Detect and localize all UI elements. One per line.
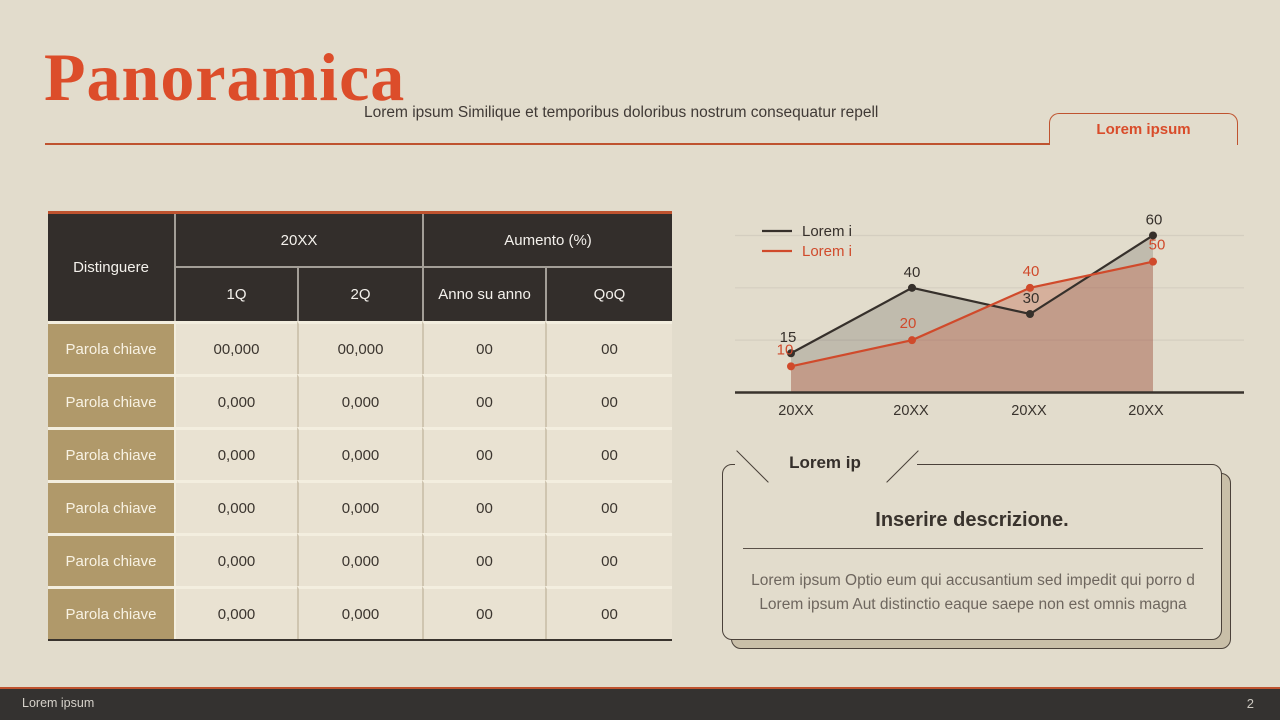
table-cell: 0,000 [174, 480, 297, 533]
row-label: Parola chiave [48, 533, 174, 586]
lorem-tab-button[interactable]: Lorem ipsum [1049, 113, 1238, 145]
svg-text:Lorem i: Lorem i [802, 243, 852, 260]
table-cell: 00,000 [297, 321, 423, 374]
card-body-line: Lorem ipsum Aut distinctio eaque saepe n… [759, 596, 1187, 613]
info-card: Inserire descrizione. Lorem ipsum Optio … [722, 464, 1222, 640]
table-cell: 0,000 [297, 586, 423, 639]
page-number: 2 [1246, 696, 1254, 711]
svg-text:20XX: 20XX [1128, 403, 1164, 419]
table-cell: 00 [545, 480, 673, 533]
footer-accent-line [0, 687, 1280, 690]
table-row: Parola chiave 0,000 0,000 00 00 [48, 427, 673, 480]
svg-text:15: 15 [780, 329, 797, 346]
table-cell: 00 [422, 321, 546, 374]
table-cell: 00,000 [174, 321, 297, 374]
table-cell: 00 [545, 586, 673, 639]
column-header-1q: 1Q [174, 268, 297, 321]
column-group-aumento: Aumento (%) [422, 214, 673, 268]
table-cell: 0,000 [297, 374, 423, 427]
trend-chart: 15 40 30 60 10 20 40 50 20XX 20XX 20XX 20XX Lorem i L… [735, 211, 1244, 419]
column-group-20xx: 20XX [174, 214, 423, 268]
page-title: Panoramica [44, 39, 406, 115]
row-label: Parola chiave [48, 321, 174, 374]
column-header-2q: 2Q [297, 268, 423, 321]
svg-text:20XX: 20XX [778, 403, 814, 419]
table-cell: 0,000 [297, 427, 423, 480]
table-cell: 0,000 [297, 533, 423, 586]
table-row: Parola chiave 0,000 0,000 00 00 [48, 533, 673, 586]
svg-text:Lorem i: Lorem i [802, 223, 852, 240]
table-cell: 00 [545, 374, 673, 427]
row-label: Parola chiave [48, 427, 174, 480]
card-body: Lorem ipsum Optio eum qui accusantium se… [733, 569, 1213, 617]
table-cell: 00 [545, 321, 673, 374]
svg-text:50: 50 [1149, 237, 1166, 254]
page-subtitle: Lorem ipsum Similique et temporibus dolo… [364, 104, 879, 121]
card-tag: Lorem ip [789, 453, 861, 472]
svg-text:10: 10 [777, 341, 794, 358]
table-row: Parola chiave 0,000 0,000 00 00 [48, 586, 673, 639]
svg-text:40: 40 [904, 264, 921, 281]
table-cell: 0,000 [174, 427, 297, 480]
svg-text:20XX: 20XX [1011, 403, 1047, 419]
row-label: Parola chiave [48, 480, 174, 533]
table-row: Parola chiave 0,000 0,000 00 00 [48, 480, 673, 533]
svg-text:20: 20 [900, 315, 917, 332]
column-header-qoq: QoQ [545, 268, 673, 321]
table-row: Parola chiave 0,000 0,000 00 00 [48, 374, 673, 427]
table-cell: 00 [545, 427, 673, 480]
header-underline [45, 143, 1049, 145]
row-label: Parola chiave [48, 586, 174, 639]
data-table: Distinguere 20XX Aumento (%) 1Q 2Q Anno … [48, 211, 673, 641]
table-cell: 00 [422, 427, 546, 480]
svg-text:30: 30 [1023, 290, 1040, 307]
svg-text:40: 40 [1023, 263, 1040, 280]
table-cell: 00 [422, 480, 546, 533]
card-body-line: Lorem ipsum Optio eum qui accusantium se… [751, 572, 1195, 589]
column-header-anno-su-anno: Anno su anno [422, 268, 546, 321]
row-label: Parola chiave [48, 374, 174, 427]
table-cell: 00 [422, 533, 546, 586]
column-header-distinguere: Distinguere [48, 214, 174, 321]
table-cell: 0,000 [297, 480, 423, 533]
table-cell: 0,000 [174, 533, 297, 586]
svg-text:60: 60 [1146, 211, 1163, 228]
table-cell: 0,000 [174, 374, 297, 427]
svg-text:20XX: 20XX [893, 403, 929, 419]
table-cell: 0,000 [174, 586, 297, 639]
table-cell: 00 [545, 533, 673, 586]
card-divider [743, 548, 1203, 549]
table-cell: 00 [422, 586, 546, 639]
table-cell: 00 [422, 374, 546, 427]
card-border-gap [735, 462, 917, 466]
footer-text: Lorem ipsum [22, 696, 95, 710]
table-row: Parola chiave 00,000 00,000 00 00 [48, 321, 673, 374]
footer-bar: Lorem ipsum 2 [0, 689, 1280, 720]
card-title: Inserire descrizione. [875, 509, 1069, 531]
